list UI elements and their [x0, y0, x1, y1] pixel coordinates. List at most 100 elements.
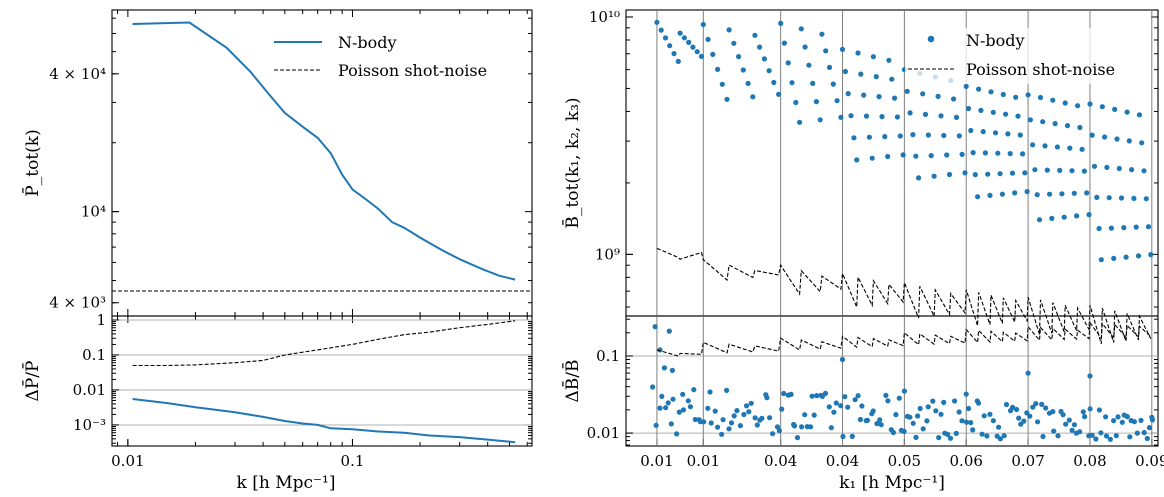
nbody-data-point	[823, 391, 828, 396]
nbody-data-point	[1112, 107, 1117, 112]
nbody-data-point	[1028, 117, 1033, 122]
nbody-data-point	[764, 395, 769, 400]
nbody-data-point	[812, 413, 817, 418]
nbody-data-point	[746, 409, 751, 414]
nbody-data-point	[1012, 190, 1017, 195]
nbody-data-point	[823, 48, 828, 53]
nbody-data-point	[1100, 104, 1105, 109]
nbody-data-point	[966, 106, 971, 111]
nbody-data-point	[843, 69, 848, 74]
nbody-data-point	[889, 77, 894, 82]
nbody-data-point	[1018, 132, 1023, 137]
nbody-data-point	[842, 394, 847, 399]
nbody-data-point	[898, 133, 903, 138]
nbody-data-point	[699, 54, 704, 59]
nbody-data-point	[1075, 103, 1080, 108]
nbody-data-point	[680, 392, 685, 397]
nbody-data-point	[988, 89, 993, 94]
nbody-data-point	[944, 152, 949, 157]
nbody-data-point	[806, 63, 811, 68]
nbody-data-point	[789, 80, 794, 85]
nbody-data-point	[947, 172, 952, 177]
nbody-data-point	[982, 413, 987, 418]
nbody-data-point	[907, 415, 912, 420]
power-spectrum-ylabel: P̄_tot(k)	[21, 129, 43, 196]
nbody-data-point	[938, 412, 943, 417]
nbody-data-point	[799, 26, 804, 31]
nbody-data-point	[957, 133, 962, 138]
nbody-data-point	[855, 50, 860, 55]
nbody-data-point	[810, 394, 815, 399]
nbody-data-point	[991, 418, 996, 423]
nbody-data-point	[870, 156, 875, 161]
nbody-data-point	[941, 400, 946, 405]
nbody-data-point	[691, 387, 696, 392]
bispectrum-legend: N-body Poisson shot-noise	[905, 28, 1150, 84]
nbody-data-point	[808, 424, 813, 429]
nbody-data-point	[1069, 168, 1074, 173]
nbody-data-point	[1081, 409, 1086, 414]
nbody-data-point	[952, 398, 957, 403]
nbody-data-point	[676, 59, 681, 64]
nbody-data-point	[741, 412, 746, 417]
nbody-data-point	[1003, 112, 1008, 117]
nbody-data-point	[681, 407, 686, 412]
nbody-data-point	[1053, 121, 1058, 126]
nbody-data-point	[1063, 422, 1068, 427]
nbody-data-point	[976, 87, 981, 92]
nbody-data-point	[879, 114, 884, 119]
nbody-data-point	[1057, 168, 1062, 173]
nbody-data-point	[1137, 112, 1142, 117]
nbody-data-point	[814, 99, 819, 104]
nbody-data-point	[726, 426, 731, 431]
nbody-data-point	[1104, 165, 1109, 170]
nbody-data-point	[671, 51, 676, 56]
nbody-data-point	[1067, 418, 1072, 423]
nbody-data-point	[1134, 225, 1139, 230]
legend-shot-noise-label-right: Poisson shot-noise	[966, 60, 1115, 79]
nbody-data-point	[654, 423, 659, 428]
nbody-data-point	[1098, 430, 1103, 435]
nbody-data-point	[1087, 101, 1092, 106]
nbody-data-point	[663, 405, 668, 410]
nbody-data-point	[753, 415, 758, 420]
nbody-data-point	[1103, 414, 1108, 419]
nbody-data-point	[729, 420, 734, 425]
legend-shot-noise-label: Poisson shot-noise	[338, 61, 487, 80]
nbody-data-point	[859, 403, 864, 408]
y-tick-label: 0.01	[73, 381, 106, 399]
nbody-data-point	[1115, 414, 1120, 419]
nbody-data-point	[911, 421, 916, 426]
nbody-data-point	[998, 171, 1003, 176]
x-tick-label: 0.08	[1073, 452, 1106, 470]
nbody-data-point	[978, 108, 983, 113]
nbody-data-point	[670, 397, 675, 402]
power-legend: N-body Poisson shot-noise	[274, 33, 487, 80]
nbody-data-point	[1051, 429, 1056, 434]
nbody-data-point	[1088, 406, 1093, 411]
nbody-data-point	[1121, 225, 1126, 230]
nbody-data-point	[667, 329, 672, 334]
nbody-data-point	[838, 403, 843, 408]
nbody-data-point	[1114, 136, 1119, 141]
nbody-data-point	[1027, 414, 1032, 419]
nbody-data-point	[1094, 195, 1099, 200]
nbody-data-point	[705, 406, 710, 411]
nbody-data-point	[848, 113, 853, 118]
nbody-data-point	[926, 132, 931, 137]
nbody-data-point	[818, 117, 823, 122]
nbody-data-point	[856, 393, 861, 398]
nbody-data-point	[916, 175, 921, 180]
nbody-data-point	[690, 45, 695, 50]
nbody-data-point	[663, 35, 668, 40]
nbody-data-point	[1065, 123, 1070, 128]
nbody-data-point	[1111, 256, 1116, 261]
bispectrum-ratio-xlabel: k₁ [h Mpc⁻¹]	[839, 473, 945, 493]
nbody-data-point	[941, 133, 946, 138]
nbody-data-point	[831, 410, 836, 415]
y-tick-label: 0.1	[82, 346, 106, 364]
nbody-data-point	[905, 89, 910, 94]
nbody-data-point	[1080, 147, 1085, 152]
bispectrum-ylabel: B̄_tot(k₁, k₂, k₃)	[561, 97, 583, 228]
nbody-data-point	[957, 409, 962, 414]
